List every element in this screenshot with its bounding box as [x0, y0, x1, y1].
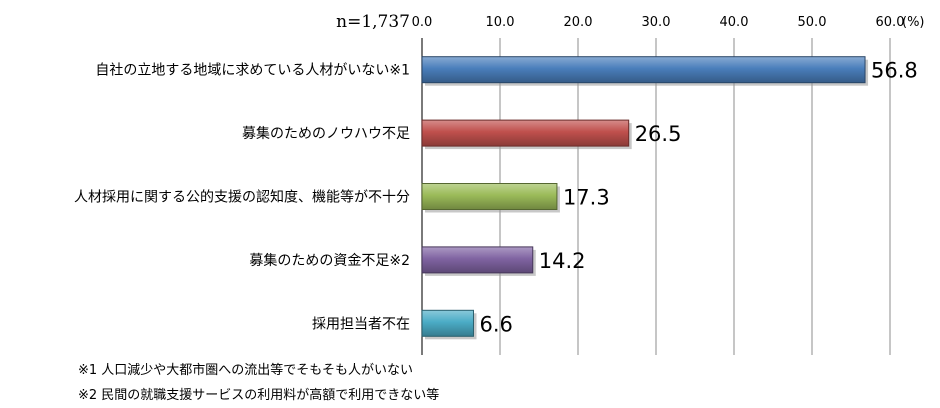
bar: [421, 246, 534, 274]
footnote-2: ※2 民間の就職支援サービスの利用料が高額で利用できない等: [78, 388, 440, 403]
footnotes: ※1 人口減少や大都市圏への流出等でそもそも人がいない ※2 民間の就職支援サー…: [78, 358, 439, 408]
footnote-1: ※1 人口減少や大都市圏への流出等でそもそも人がいない: [78, 363, 414, 378]
x-tick-label: 60.0: [876, 15, 905, 30]
x-tick-labels: 0.0 10.0 20.0 30.0 40.0 50.0 60.0: [412, 15, 905, 30]
value-label: 26.5: [635, 122, 682, 146]
gridlines: [421, 38, 891, 355]
bar: [421, 183, 558, 210]
value-label: 6.6: [479, 312, 512, 336]
value-label: 14.2: [539, 249, 586, 273]
unit-label: (%): [902, 15, 925, 30]
value-labels: 56.8 26.5 17.3 14.2 6.6: [479, 59, 917, 337]
value-label: 56.8: [871, 59, 918, 83]
x-tick-label: 0.0: [412, 15, 433, 30]
bar: [421, 309, 474, 337]
value-label: 17.3: [563, 186, 610, 210]
bar: [421, 56, 866, 84]
x-tick-label: 10.0: [486, 15, 515, 30]
category-label: 採用担当者不在: [312, 316, 410, 332]
x-tick-label: 30.0: [642, 15, 671, 30]
category-labels: 自社の立地する地域に求めている人材がいない※1 募集のためのノウハウ不足人材採用に…: [74, 63, 410, 333]
x-tick-label: 20.0: [564, 15, 593, 30]
category-label: 人材採用に関する公的支援の認知度、機能等が不十分: [74, 189, 410, 206]
category-label: 募集のための資金不足※2: [249, 252, 410, 269]
x-tick-label: 50.0: [798, 15, 827, 30]
bars: [421, 56, 869, 340]
x-tick-label: 40.0: [720, 15, 749, 30]
category-label: 自社の立地する地域に求めている人材がいない※1: [95, 63, 410, 79]
category-label: 募集のためのノウハウ不足: [242, 125, 410, 142]
bar: [421, 119, 630, 147]
sample-size-label: n=1,737: [336, 12, 410, 32]
